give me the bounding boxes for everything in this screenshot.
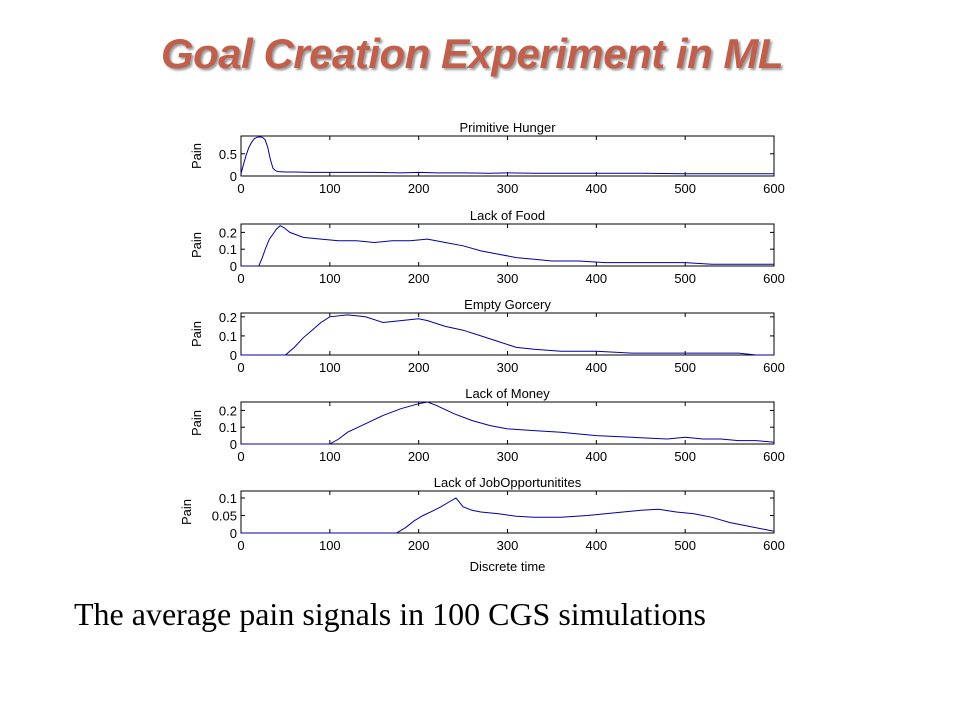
panel-4-xtick-label: 300 xyxy=(497,449,519,464)
panel-2-title: Lack of Food xyxy=(470,208,545,223)
panel-1-xtick-label: 300 xyxy=(497,181,519,196)
panel-2-xtick-label: 100 xyxy=(319,271,341,286)
panel-2-ytick-label: 0.2 xyxy=(219,225,237,240)
panel-3-xtick-label: 300 xyxy=(497,360,519,375)
panel-3-xtick-label: 500 xyxy=(674,360,696,375)
panel-5-xlabel: Discrete time xyxy=(470,559,546,574)
panel-5-series-line xyxy=(241,497,775,534)
panel-4-ytick-label: 0.1 xyxy=(219,420,237,435)
panel-4-series-line xyxy=(241,401,775,445)
panel-2-xtick-label: 200 xyxy=(408,271,430,286)
panel-1-xtick-label: 400 xyxy=(585,181,607,196)
panel-2-ylabel: Pain xyxy=(189,232,204,258)
panel-3-ytick-label: 0.1 xyxy=(219,329,237,344)
panel-1-xtick-label: 200 xyxy=(408,181,430,196)
panel-5-ytick-label: 0.05 xyxy=(212,509,237,524)
panel-1-title: Primitive Hunger xyxy=(459,120,556,135)
panel-4-ytick-label: 0.2 xyxy=(219,403,237,418)
panel-4-ytick-label: 0 xyxy=(230,437,237,452)
panel-4-ylabel: Pain xyxy=(189,410,204,436)
panel-3-ylabel: Pain xyxy=(189,321,204,347)
panel-5-axes-box xyxy=(240,490,775,534)
panel-4-xtick-label: 500 xyxy=(674,449,696,464)
panel-1-ytick-label: 0.5 xyxy=(219,147,237,162)
panel-5-ytick-label: 0 xyxy=(230,526,237,541)
panel-3-xtick-label: 400 xyxy=(585,360,607,375)
panel-4-xtick-label: 0 xyxy=(237,449,244,464)
panel-4-xtick-label: 200 xyxy=(408,449,430,464)
panel-2-xtick-label: 600 xyxy=(763,271,785,286)
panel-5-ylabel: Pain xyxy=(179,499,194,525)
panel-5-xtick-label: 200 xyxy=(408,538,430,553)
panel-3-xtick-label: 200 xyxy=(408,360,430,375)
panel-2-xtick-label: 500 xyxy=(674,271,696,286)
panel-3-axes-box xyxy=(240,312,775,356)
panel-1-series-line xyxy=(240,136,774,175)
panel-5-xtick-label: 0 xyxy=(237,538,244,553)
panel-2-xtick-label: 0 xyxy=(237,271,244,286)
slide-caption: The average pain signals in 100 CGS simu… xyxy=(74,596,706,632)
panel-5-ytick-label: 0.1 xyxy=(219,491,237,506)
slide-title: Goal Creation Experiment in ML xyxy=(160,30,784,77)
panel-4-title: Lack of Money xyxy=(465,386,550,401)
panel-1-xtick-label: 500 xyxy=(674,181,696,196)
panel-5-xtick-label: 600 xyxy=(763,538,785,553)
figure-panels: Primitive Hunger 0 100 200 300 400 500 600 0 0.5 P… xyxy=(179,120,785,574)
panel-1-ylabel: Pain xyxy=(189,143,204,169)
panel-2-xtick-label: 400 xyxy=(585,271,607,286)
panel-2-axes-box xyxy=(240,223,775,267)
panel-3-title: Empty Gorcery xyxy=(464,297,551,312)
panel-5-title: Lack of JobOpportunitites xyxy=(434,475,582,490)
panel-3-xtick-label: 100 xyxy=(319,360,341,375)
panel-3-series-line xyxy=(241,314,774,356)
panel-3-ytick-label: 0 xyxy=(230,348,237,363)
panel-3-xtick-label: 0 xyxy=(237,360,244,375)
panel-5-xtick-label: 300 xyxy=(497,538,519,553)
panel-3-ytick-label: 0.2 xyxy=(219,310,237,325)
panel-1-ytick-label: 0 xyxy=(230,169,237,184)
panel-4-xtick-label: 400 xyxy=(585,449,607,464)
panel-1-xtick-label: 100 xyxy=(319,181,341,196)
panel-1-xtick-label: 600 xyxy=(763,181,785,196)
panel-4-xtick-label: 100 xyxy=(319,449,341,464)
panel-1-xtick-label: 0 xyxy=(237,181,244,196)
panel-3-xtick-label: 600 xyxy=(763,360,785,375)
panel-2-ytick-label: 0 xyxy=(230,259,237,274)
panel-4-xtick-label: 600 xyxy=(763,449,785,464)
panel-2-series-line xyxy=(241,225,774,267)
panel-5-xtick-label: 400 xyxy=(585,538,607,553)
panel-2-ytick-label: 0.1 xyxy=(219,242,237,257)
panel-1-axes-box xyxy=(240,135,775,177)
panel-5-xtick-label: 500 xyxy=(674,538,696,553)
panel-5-xtick-label: 100 xyxy=(319,538,341,553)
panel-2-xtick-label: 300 xyxy=(497,271,519,286)
